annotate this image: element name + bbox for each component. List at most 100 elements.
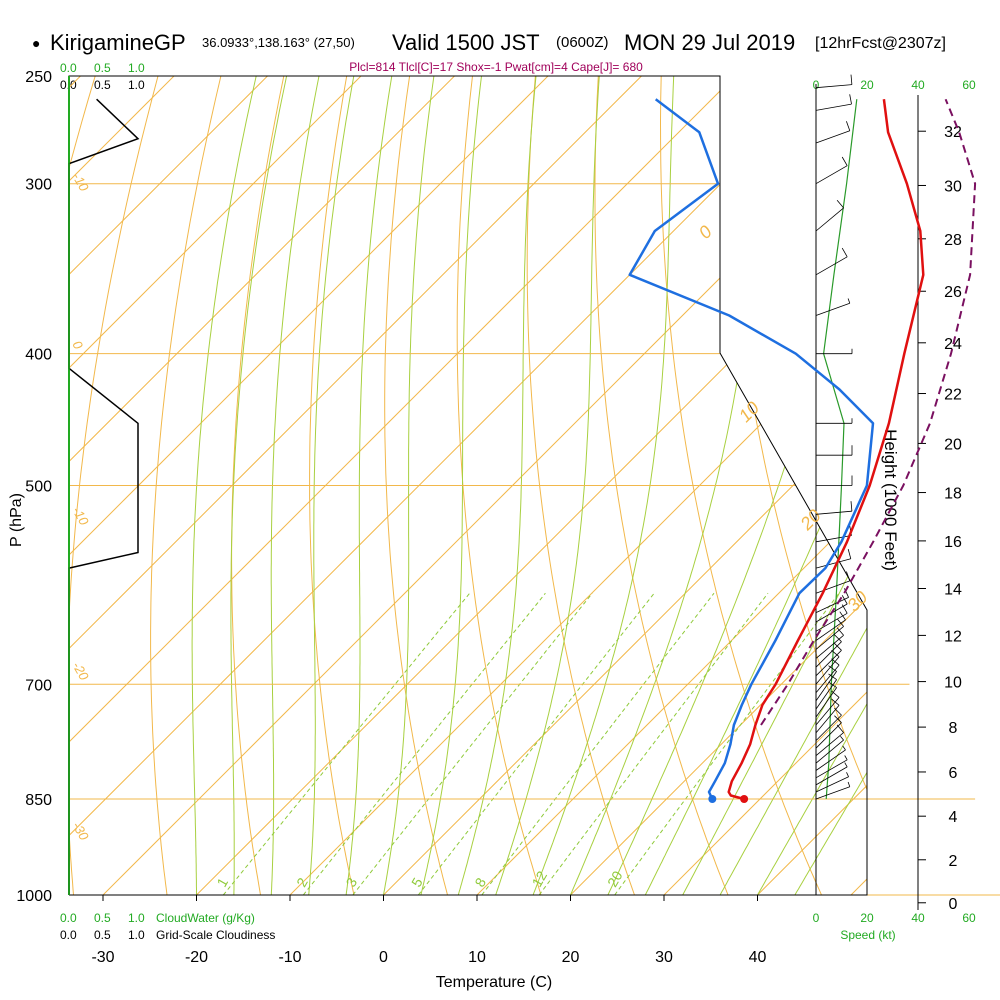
wind-barb-staff bbox=[815, 84, 852, 89]
speed-title: Speed (kt) bbox=[840, 928, 895, 942]
dry-adiabat-label: -10 bbox=[69, 170, 92, 194]
wind-barb bbox=[816, 348, 853, 355]
wind-barb-staff bbox=[815, 165, 848, 185]
wind-barb bbox=[815, 199, 844, 232]
speed-bottom-label: 40 bbox=[911, 911, 925, 925]
moist-adiabat-line bbox=[682, 76, 867, 895]
pressure-tick-label: 500 bbox=[25, 479, 52, 496]
wind-barb-staff bbox=[815, 656, 840, 685]
moist-adiabat-line bbox=[495, 76, 600, 895]
wind-barb-flag bbox=[831, 658, 840, 666]
height-tick-label: 30 bbox=[944, 178, 962, 195]
wind-barb bbox=[815, 548, 852, 569]
wind-barb-half-flag bbox=[846, 772, 849, 777]
wind-barb-staff bbox=[815, 256, 848, 276]
wind-barb-staff bbox=[815, 687, 837, 718]
pressure-tick-label: 1000 bbox=[16, 888, 52, 905]
wind-barb-staff bbox=[815, 597, 849, 613]
mixing-ratio-label: 8 bbox=[471, 875, 489, 890]
wind-barb-flag bbox=[831, 649, 840, 658]
mixing-ratio-line bbox=[302, 592, 546, 895]
mixing-ratio-label: 1 bbox=[213, 875, 231, 890]
cloud-profiles bbox=[68, 98, 140, 895]
height-tick-label: 22 bbox=[944, 387, 962, 404]
wind-barb-staff bbox=[815, 302, 850, 316]
mixing-ratio-line bbox=[481, 592, 715, 895]
mixing-ratio-label: 3 bbox=[343, 875, 361, 890]
temp-tick-label: 40 bbox=[749, 949, 767, 966]
wind-barb bbox=[815, 755, 848, 779]
moist-adiabat-line bbox=[420, 76, 482, 895]
pressure-tick-label: 850 bbox=[25, 792, 52, 809]
dry-adiabat-line bbox=[150, 76, 222, 895]
wind-barb bbox=[815, 94, 852, 111]
wind-barb-flag bbox=[850, 74, 853, 85]
wind-barb-staff bbox=[815, 580, 850, 594]
temp-tick-label: -20 bbox=[185, 949, 208, 966]
wind-barbs bbox=[815, 74, 853, 800]
isotherm-line bbox=[69, 76, 455, 895]
dry-adiabat-line bbox=[384, 76, 448, 895]
wind-barb-flag bbox=[836, 199, 844, 209]
y-axis-title: P (hPa) bbox=[8, 493, 25, 547]
wind-barb-staff bbox=[815, 558, 851, 569]
pressure-tick-label: 400 bbox=[25, 347, 52, 364]
pressure-tick-label: 250 bbox=[25, 69, 52, 86]
wind-barb-flag bbox=[841, 156, 848, 166]
wind-barb-staff bbox=[815, 679, 837, 710]
wind-barb-staff bbox=[815, 664, 840, 693]
wind-barb-staff bbox=[815, 619, 846, 641]
wind-barb bbox=[815, 247, 848, 276]
height-tick-label: 28 bbox=[944, 232, 962, 249]
wind-barb-half-flag bbox=[840, 735, 844, 741]
moist-adiabat-line bbox=[270, 76, 320, 895]
mixing-ratio-line bbox=[538, 592, 769, 895]
cloudiness-title: Grid-Scale Cloudiness bbox=[156, 928, 275, 942]
wind-barb-half-flag bbox=[847, 298, 851, 304]
mixing-ratio-line bbox=[352, 592, 593, 895]
wind-barb bbox=[815, 298, 851, 316]
wind-barb-flag bbox=[834, 634, 842, 642]
speed-bottom-label: 20 bbox=[860, 911, 874, 925]
wind-barb-flag bbox=[850, 501, 853, 512]
height-tick-label: 10 bbox=[944, 675, 962, 692]
speed-top-label: 20 bbox=[860, 78, 874, 92]
cloudiness-bottom-label: 0.5 bbox=[94, 928, 111, 942]
wind-barb-staff bbox=[815, 732, 844, 757]
cloudwater-bottom-label: 0.0 bbox=[60, 911, 77, 925]
cloudwater-title: CloudWater (g/Kg) bbox=[156, 911, 255, 925]
wind-barb-half-flag bbox=[842, 745, 846, 751]
height-tick-label: 32 bbox=[944, 124, 962, 141]
moist-adiabat-line bbox=[383, 76, 435, 895]
wind-barb-staff bbox=[815, 650, 842, 677]
height-axis-title: Height (1000 Feet) bbox=[881, 429, 900, 571]
height-tick-label: 0 bbox=[949, 896, 958, 913]
height-tick-label: 14 bbox=[944, 582, 962, 599]
valid-time: Valid 1500 JST bbox=[392, 30, 540, 55]
mixing-ratio-label: 12 bbox=[529, 868, 551, 890]
mixing-ratio-line bbox=[417, 592, 655, 895]
wind-barb bbox=[815, 634, 842, 668]
cloudwater-top-label: 0.0 bbox=[60, 61, 77, 75]
wind-barb bbox=[815, 762, 848, 786]
moist-adiabat-line bbox=[191, 76, 257, 895]
dry-adiabat-line bbox=[594, 76, 729, 895]
forecast-label: [12hrFcst@2307z] bbox=[815, 35, 946, 52]
dry-adiabat-line bbox=[526, 76, 635, 895]
temp-tick-label: 10 bbox=[468, 949, 486, 966]
valid-date: MON 29 Jul 2019 bbox=[624, 30, 795, 55]
cloudiness-top-label: 1.0 bbox=[128, 78, 145, 92]
wind-barb-flag bbox=[836, 627, 844, 636]
wind-barb bbox=[815, 627, 844, 659]
moist-adiabat-line bbox=[794, 76, 867, 895]
wind-barb bbox=[815, 156, 848, 185]
surface-temperature-point bbox=[740, 794, 749, 803]
wind-barb bbox=[815, 611, 846, 641]
wind-barb-staff bbox=[815, 641, 842, 668]
speed-top-label: 40 bbox=[911, 78, 925, 92]
wind-barb-staff bbox=[815, 671, 837, 702]
wind-barb-flag bbox=[846, 571, 851, 582]
dewpoint-line bbox=[628, 98, 875, 800]
speed-top-label: 60 bbox=[962, 78, 976, 92]
mixing-ratio-line bbox=[614, 592, 840, 895]
